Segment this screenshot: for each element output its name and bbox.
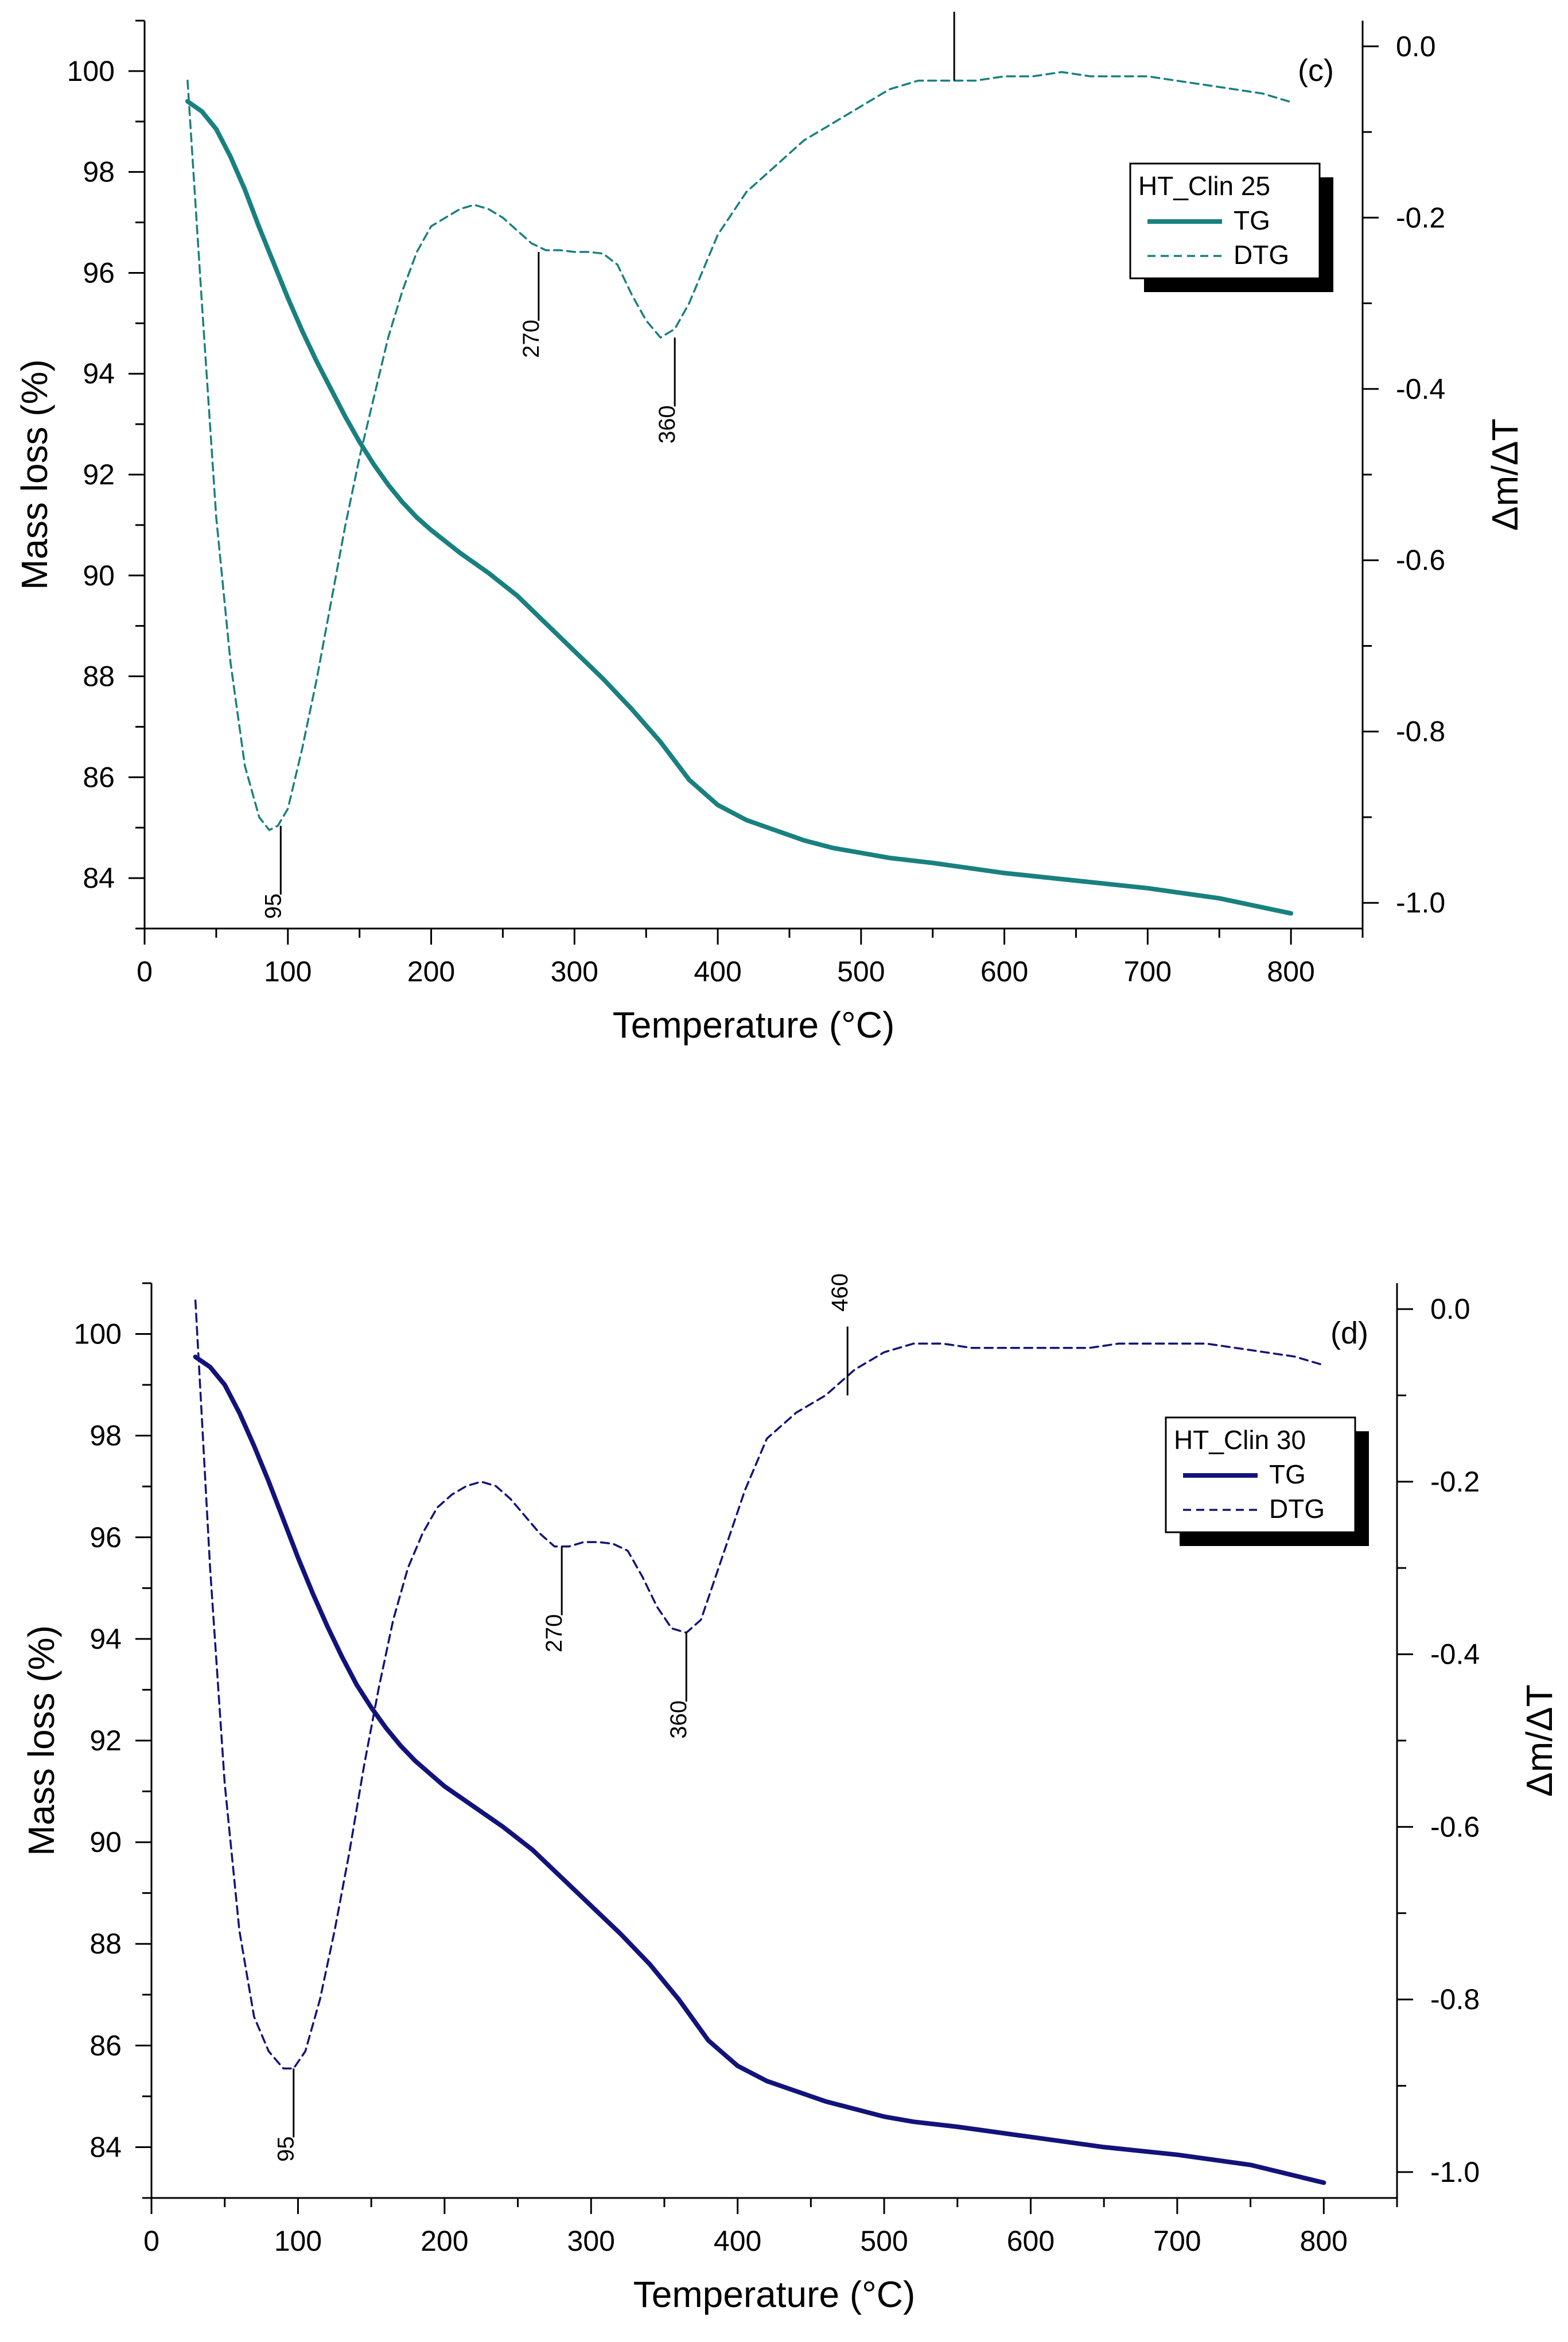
y-tick-label: 92 (90, 1725, 122, 1757)
y2-tick-label: -0.8 (1430, 1983, 1480, 2015)
x-tick-label: 700 (1153, 2225, 1201, 2257)
legend: HT_Clin 25 TG DTG (1129, 162, 1333, 292)
x-tick-label: 400 (694, 956, 741, 988)
y-tick-label: 86 (90, 2029, 122, 2061)
y2-tick-label: -1.0 (1430, 2156, 1480, 2188)
x-tick-label: 300 (551, 956, 598, 988)
annotation-label: 270 (542, 1614, 567, 1653)
panel-label: (c) (1298, 53, 1334, 88)
chart-panel-c: 0 100 200 300 400 500 600 700 800 84 86 88 90 92 94 96 9… (14, 11, 1526, 1046)
legend-entry-dtg: DTG (1234, 240, 1289, 270)
y-tick-label: 88 (90, 1928, 122, 1960)
y-tick-label: 96 (90, 1521, 122, 1553)
series-line-tg (185, 99, 1294, 916)
y-tick-label: 92 (83, 459, 115, 491)
x-tick-label: 100 (274, 2225, 322, 2257)
legend-entry-tg: TG (1234, 205, 1270, 235)
y-tick-label: 90 (83, 560, 115, 592)
y-axis-title: Mass loss (%) (21, 1625, 62, 1856)
y-tick-label: 100 (67, 55, 115, 87)
legend-title: HT_Clin 30 (1174, 1425, 1306, 1455)
y2-tick-label: 0.0 (1430, 1293, 1470, 1325)
annotation-label: 460 (827, 1273, 853, 1312)
y2-tick-label: -1.0 (1396, 887, 1445, 919)
x-axis-title: Temperature (°C) (633, 2274, 916, 2315)
x-tick-label: 600 (1007, 2225, 1055, 2257)
y-tick-label: 98 (83, 156, 115, 188)
legend-entry-tg: TG (1269, 1459, 1306, 1489)
chart-panel-d: 0 100 200 300 400 500 600 700 800 84 86 88 90 92 94 96 9… (21, 1273, 1560, 2315)
annotation-label: 95 (274, 2136, 299, 2162)
annotation-label: 270 (519, 320, 544, 358)
y-tick-label: 90 (90, 1826, 122, 1858)
x-tick-label: 700 (1124, 956, 1172, 988)
y2-tick-label: 0.0 (1396, 30, 1436, 63)
y-tick-label: 100 (74, 1318, 122, 1350)
y2-tick-label: -0.6 (1430, 1811, 1480, 1843)
x-tick-label: 200 (421, 2225, 468, 2257)
x-tick-label: 500 (860, 2225, 908, 2257)
x-tick-label: 600 (981, 956, 1028, 988)
x-tick-label: 200 (407, 956, 455, 988)
y2-tick-label: -0.4 (1430, 1638, 1480, 1671)
legend-title: HT_Clin 25 (1138, 171, 1270, 201)
y-tick-label: 96 (83, 257, 115, 289)
y2-tick-label: -0.2 (1396, 201, 1445, 234)
panel-label: (d) (1330, 1316, 1368, 1350)
x-tick-label: 500 (837, 956, 885, 988)
x-tick-label: 0 (143, 2225, 159, 2257)
y2-axis-title: Δm/ΔT (1484, 418, 1526, 531)
y-tick-label: 88 (83, 661, 115, 693)
y2-axis-title: Δm/ΔT (1519, 1684, 1560, 1797)
x-tick-label: 400 (714, 2225, 761, 2257)
x-tick-label: 0 (137, 956, 153, 988)
legend-entry-dtg: DTG (1269, 1494, 1325, 1524)
y2-tick-label: -0.2 (1430, 1466, 1480, 1498)
y-tick-label: 94 (90, 1623, 122, 1655)
x-tick-label: 800 (1300, 2225, 1348, 2257)
x-tick-label: 800 (1267, 956, 1314, 988)
y2-tick-label: -0.4 (1396, 373, 1445, 405)
series-line-tg (193, 1354, 1326, 2185)
x-tick-label: 100 (264, 956, 312, 988)
series-line-dtg (194, 1299, 1325, 2070)
annotation-label: 360 (666, 1700, 691, 1739)
y-tick-label: 86 (83, 761, 115, 793)
legend: HT_Clin 30 TG DTG (1165, 1416, 1369, 1546)
y2-tick-label: -0.6 (1396, 544, 1445, 576)
y-axis-title: Mass loss (%) (14, 359, 55, 590)
annotation-label: 360 (655, 405, 680, 444)
x-axis-title: Temperature (°C) (613, 1004, 895, 1046)
y-tick-label: 98 (90, 1420, 122, 1452)
y-tick-label: 84 (83, 862, 115, 894)
y-tick-label: 84 (90, 2131, 122, 2163)
y-tick-label: 94 (83, 358, 115, 390)
x-tick-label: 300 (567, 2225, 615, 2257)
y2-tick-label: -0.8 (1396, 716, 1445, 748)
annotation-label: 95 (260, 894, 286, 919)
series-line-dtg (186, 71, 1292, 832)
